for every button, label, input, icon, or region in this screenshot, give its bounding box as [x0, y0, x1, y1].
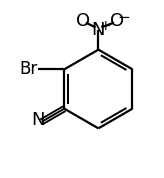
- Text: O: O: [76, 12, 90, 30]
- Text: N: N: [32, 111, 45, 129]
- Text: +: +: [99, 19, 111, 33]
- Text: −: −: [118, 11, 131, 25]
- Text: N: N: [92, 21, 105, 39]
- Text: Br: Br: [19, 60, 37, 78]
- Text: O: O: [110, 12, 124, 30]
